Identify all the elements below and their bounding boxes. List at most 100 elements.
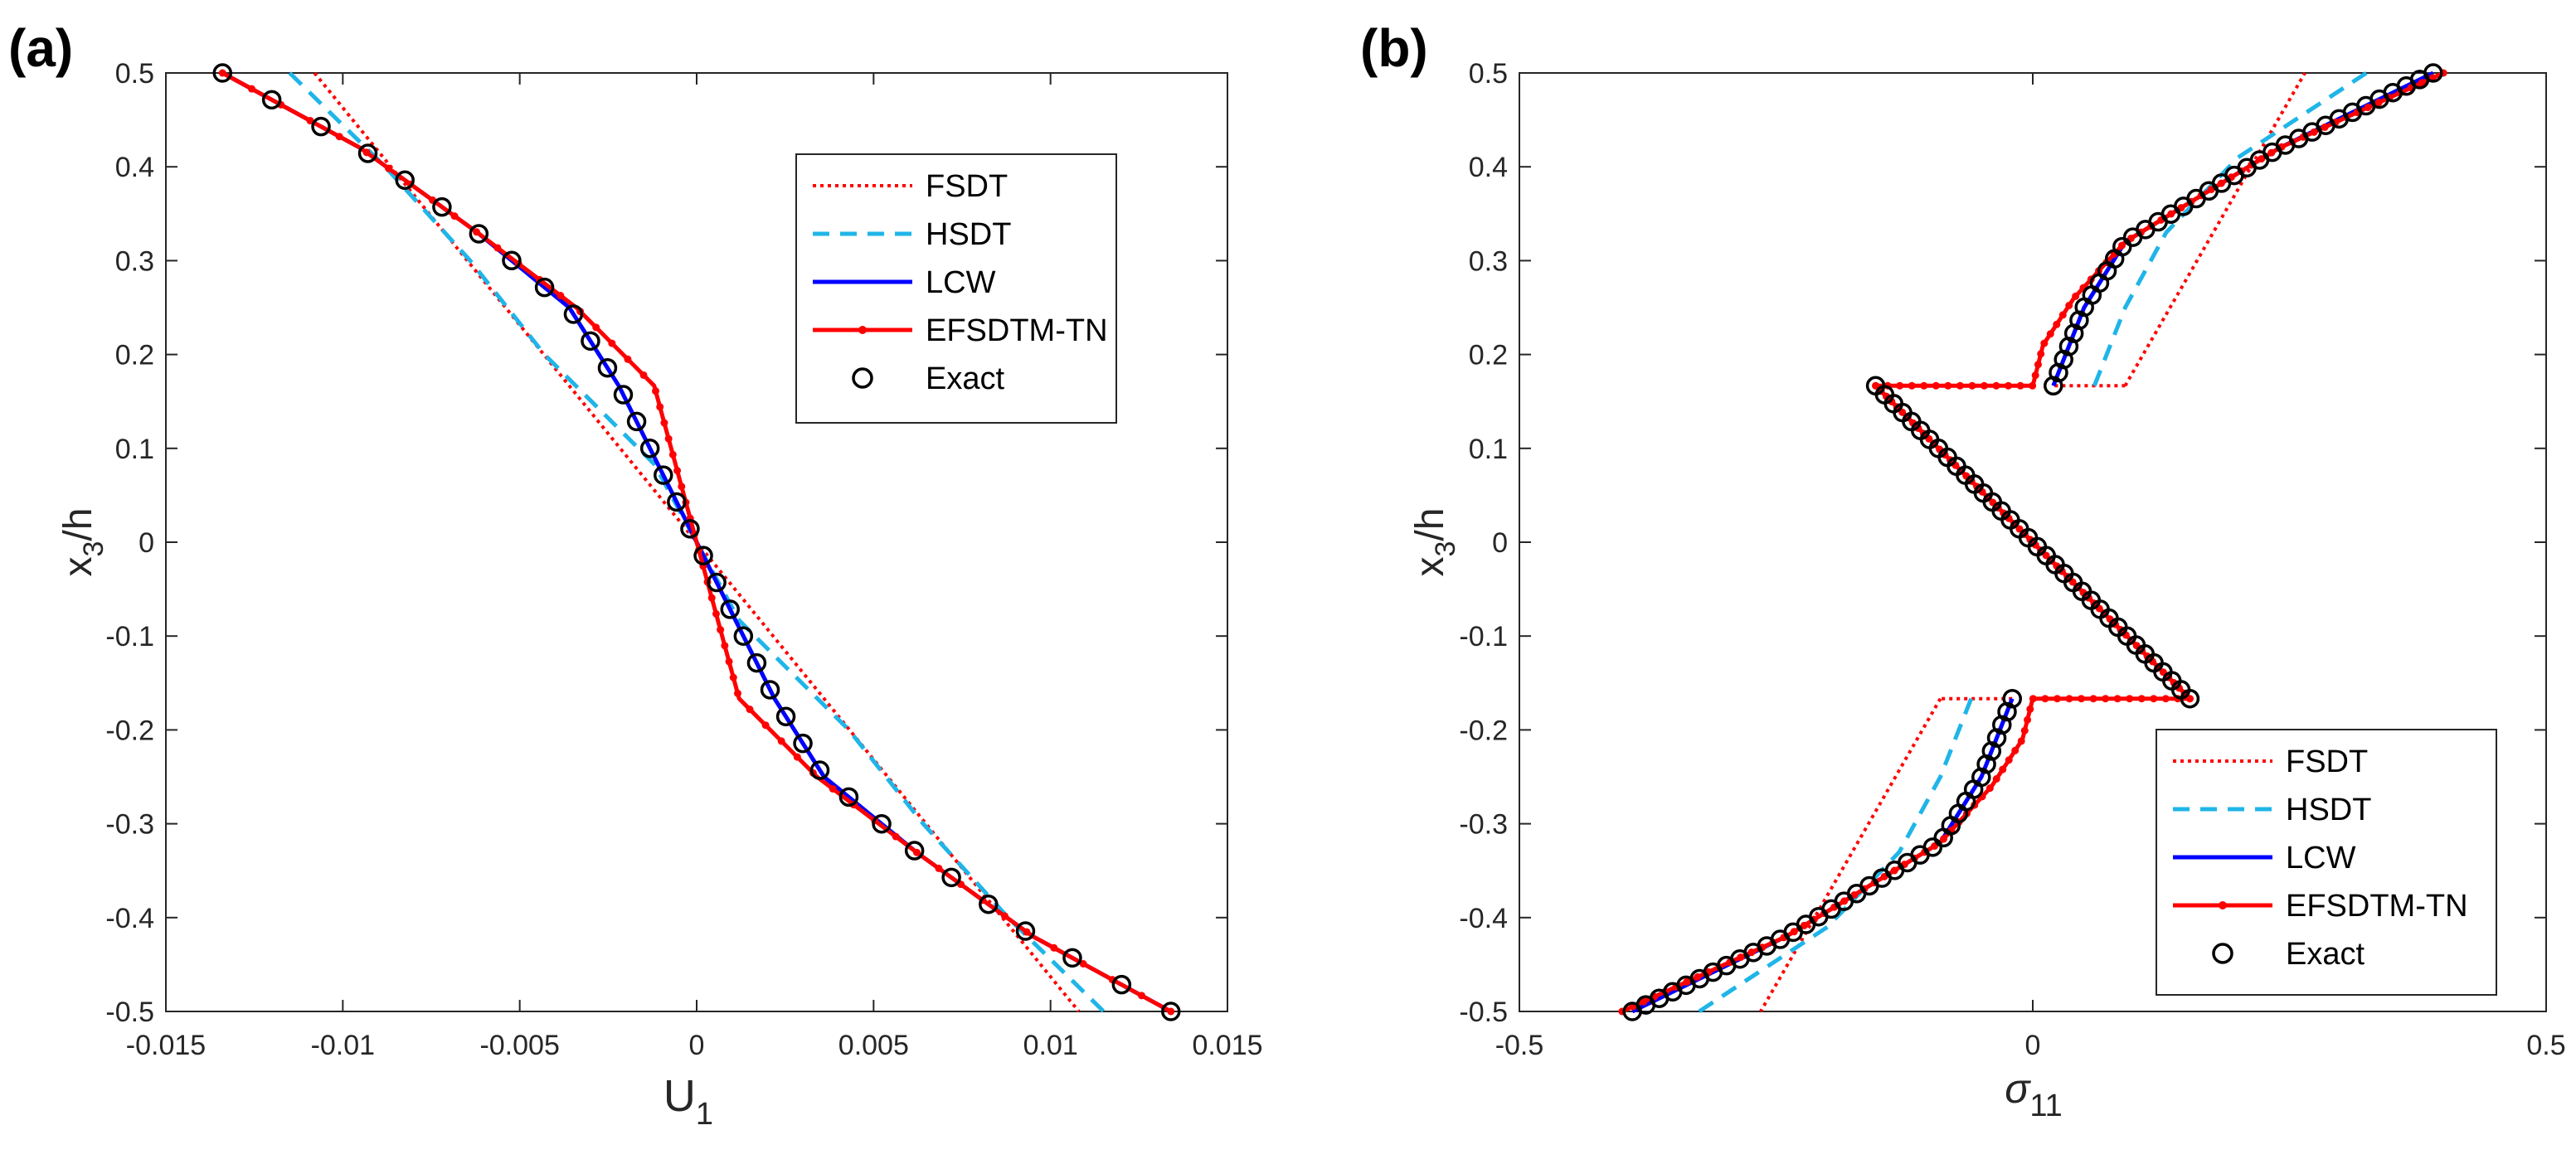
y-axis-label-b: x3/h (1408, 508, 1461, 577)
y-axis-label-a: x3/h (56, 508, 109, 577)
exact-marker (639, 439, 660, 458)
x-axis-a: -0.015 -0.01 -0.005 0 0.005 0.01 0.015 (126, 73, 1263, 1061)
series-exact (212, 63, 1181, 1021)
series-dot-efsdtm-tn (2126, 695, 2134, 703)
legend-label-fsdt: FSDT (926, 169, 1008, 204)
series-dot-efsdtm-tn (2037, 350, 2045, 358)
exact-marker (563, 304, 584, 324)
exact-marker (2180, 688, 2200, 709)
y-tick-label: 0.4 (1469, 152, 1508, 183)
series-dot-efsdtm-tn (1694, 972, 1702, 981)
series-dot-efsdtm-tn (660, 419, 668, 427)
y-axis-b: 0.5 0.4 0.3 0.2 0.1 0 -0.1 -0.2 -0.3 -0.4 -0.5 (1459, 58, 2546, 1028)
series-dot-efsdtm-tn (608, 339, 616, 347)
series-dot-efsdtm-tn (707, 594, 716, 602)
y-tick-label: 0.5 (1469, 58, 1508, 90)
series-dot-efsdtm-tn (2046, 330, 2054, 338)
exact-marker (581, 331, 600, 352)
series-dot-efsdtm-tn (652, 387, 660, 395)
series-dot-efsdtm-tn (1872, 381, 1880, 390)
series-line-hsdt (2092, 70, 2368, 387)
x-tick-label: 0.005 (838, 1030, 909, 1061)
series-dot-efsdtm-tn (2017, 737, 2025, 745)
series-dot-efsdtm-tn (2217, 179, 2225, 187)
series-dot-efsdtm-tn (673, 467, 682, 475)
series-dot-efsdtm-tn (1999, 765, 2007, 774)
series-dot-efsdtm-tn (1992, 775, 2000, 783)
series-dot-efsdtm-tn (1992, 381, 2000, 390)
y-tick-label: -0.1 (1459, 621, 1508, 652)
exact-marker (775, 706, 796, 727)
y-tick-label: -0.3 (1459, 809, 1508, 841)
series-dot-efsdtm-tn (2078, 695, 2086, 703)
exact-marker (941, 867, 961, 888)
series-dot-efsdtm-tn (592, 323, 600, 332)
plot-series-b (1618, 63, 2447, 1021)
series-dot-efsdtm-tn (557, 292, 565, 300)
series-dot-efsdtm-tn (2040, 339, 2049, 347)
chart-panel-b: (b) -0.5 0 0.5 0.50.40.30.20.10-0.1-0.2-0.… (1360, 18, 2566, 1123)
exact-marker (311, 116, 331, 137)
legend-label-lcw: LCW (926, 265, 996, 300)
plot-series-a (212, 63, 1181, 1021)
series-dot-efsdtm-tn (777, 737, 785, 745)
series-dot-efsdtm-tn (2005, 381, 2013, 390)
series-dot-efsdtm-tn (2310, 128, 2318, 136)
exact-marker (432, 196, 452, 217)
series-dot-efsdtm-tn (2137, 695, 2146, 703)
exact-marker (502, 250, 522, 271)
series-dot-efsdtm-tn (2117, 241, 2126, 250)
exact-marker (2112, 236, 2132, 257)
series-dot-efsdtm-tn (729, 673, 737, 681)
y-tick-label: 0.2 (115, 340, 154, 371)
legend-b: FSDT HSDT LCW EFSDTM-TN Exact (2156, 729, 2497, 996)
series-dot-efsdtm-tn (2321, 123, 2329, 131)
exact-marker (613, 385, 634, 405)
exact-marker (212, 63, 233, 83)
y-tick-label: -0.1 (105, 621, 154, 652)
y-tick-label: 0.1 (115, 434, 154, 465)
series-dot-efsdtm-tn (656, 403, 664, 411)
series-dot-efsdtm-tn (2024, 715, 2032, 724)
x-tick-label: 0.01 (1023, 1030, 1078, 1061)
series-dot-efsdtm-tn (218, 69, 226, 77)
series-dot-efsdtm-tn (678, 483, 686, 491)
series-dot-efsdtm-tn (2053, 320, 2061, 328)
y-tick-label: -0.5 (1459, 997, 1508, 1028)
series-dot-efsdtm-tn (2150, 695, 2158, 703)
y-tick-label: -0.2 (1459, 715, 1508, 746)
y-tick-label: 0.3 (115, 245, 154, 277)
series-dot-efsdtm-tn (717, 626, 725, 634)
series-fsdt (1759, 72, 2306, 1012)
chart-panel-a: (a) -0.015 -0.01 -0.005 0 0.005 0.01 0.015 0.5… (8, 18, 1263, 1132)
x-tick-label: 0.5 (2526, 1030, 2565, 1061)
exact-marker (707, 572, 727, 593)
legend-label-efsdtm-tn: EFSDTM-TN (2286, 889, 2468, 924)
exact-marker (1160, 1002, 1181, 1021)
series-dot-efsdtm-tn (2020, 726, 2029, 735)
series-dot-efsdtm-tn (2058, 311, 2067, 319)
series-dot-efsdtm-tn (1956, 381, 1964, 390)
series-dot-efsdtm-tn (1800, 921, 1808, 929)
series-dot-efsdtm-tn (2026, 705, 2034, 713)
x-tick-label: 0 (689, 1030, 705, 1061)
series-dot-efsdtm-tn (1920, 381, 1928, 390)
y-tick-label: -0.5 (105, 997, 154, 1028)
series-dot-efsdtm-tn (2374, 99, 2383, 107)
legend-label-fsdt: FSDT (2286, 744, 2368, 779)
series-dot-efsdtm-tn (1000, 912, 1009, 920)
y-tick-label: 0 (1492, 527, 1508, 559)
series-dot-efsdtm-tn (493, 244, 502, 252)
series-dot-efsdtm-tn (793, 753, 801, 761)
legend-label-hsdt: HSDT (2286, 793, 2371, 827)
series-dot-efsdtm-tn (639, 371, 648, 379)
series-dot-efsdtm-tn (2113, 695, 2122, 703)
exact-marker (1622, 1002, 1642, 1021)
x-axis-b: -0.5 0 0.5 (1495, 73, 2566, 1061)
exact-marker (680, 519, 700, 539)
series-dot-efsdtm-tn (664, 434, 673, 443)
series-dot-efsdtm-tn (746, 706, 754, 714)
exact-marker (838, 787, 859, 808)
x-tick-label: -0.015 (126, 1030, 206, 1061)
series-dot-efsdtm-tn (761, 721, 770, 730)
